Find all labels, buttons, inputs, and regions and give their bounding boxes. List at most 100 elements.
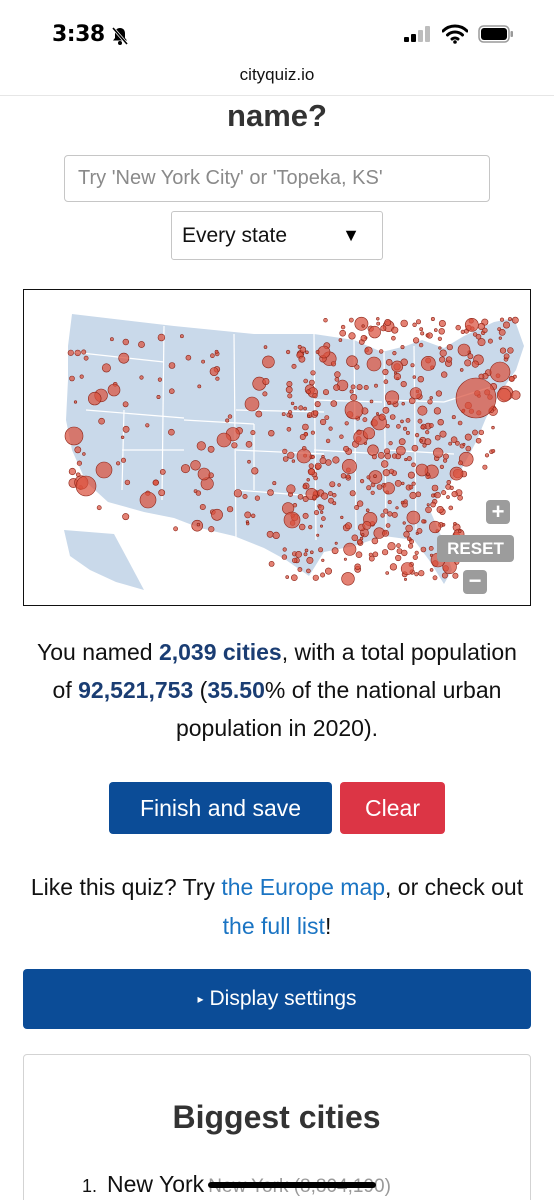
city-marker: [285, 386, 293, 394]
city-marker: [478, 429, 484, 436]
city-marker: [75, 475, 97, 497]
battery-icon: [478, 25, 513, 43]
city-marker: [69, 375, 75, 382]
map-reset-button[interactable]: RESET: [437, 535, 514, 562]
city-marker: [439, 430, 447, 438]
city-marker: [268, 560, 275, 567]
city-marker: [308, 525, 313, 530]
city-marker: [255, 410, 263, 418]
clear-button[interactable]: Clear: [340, 782, 445, 834]
city-marker: [439, 464, 445, 469]
expand-triangle-icon: ▸: [197, 992, 204, 1006]
city-marker: [286, 427, 292, 432]
city-marker: [287, 393, 293, 399]
city-marker: [503, 353, 510, 360]
city-marker: [107, 383, 121, 397]
city-marker: [409, 491, 417, 500]
city-marker: [366, 356, 382, 372]
city-marker: [334, 377, 340, 382]
city-marker: [401, 481, 405, 486]
full-list-link[interactable]: the full list: [222, 913, 325, 939]
city-marker: [437, 419, 444, 426]
city-marker: [496, 387, 512, 403]
city-marker: [441, 490, 447, 496]
city-marker: [333, 384, 340, 391]
city-marker: [332, 456, 340, 464]
city-marker: [438, 346, 442, 350]
city-marker: [152, 479, 159, 486]
city-marker: [293, 406, 298, 410]
europe-map-link[interactable]: the Europe map: [221, 874, 386, 900]
city-marker: [439, 356, 446, 363]
finish-and-save-button[interactable]: Finish and save: [109, 782, 332, 834]
zoom-out-button[interactable]: −: [463, 570, 487, 594]
city-marker: [388, 468, 395, 474]
city-marker: [313, 510, 319, 516]
city-marker: [373, 474, 377, 478]
city-marker: [338, 338, 343, 342]
city-marker: [169, 388, 175, 394]
city-marker: [412, 375, 416, 379]
city-marker: [209, 367, 219, 376]
city-marker: [357, 539, 363, 545]
city-marker: [431, 484, 439, 492]
display-settings-label: Display settings: [209, 987, 357, 1010]
city-marker: [382, 482, 395, 495]
city-marker: [124, 479, 131, 486]
city-marker: [304, 548, 309, 553]
city-marker: [156, 395, 161, 400]
city-marker: [355, 551, 363, 559]
city-marker: [377, 451, 385, 459]
us-city-map[interactable]: + RESET −: [23, 289, 531, 606]
display-settings-button[interactable]: ▸ Display settings: [23, 969, 531, 1029]
city-marker: [382, 368, 389, 376]
city-marker: [446, 480, 452, 485]
city-marker: [302, 484, 308, 490]
city-marker: [392, 350, 397, 356]
promo-suffix: !: [324, 913, 332, 939]
city-marker: [395, 554, 402, 562]
city-marker: [457, 420, 463, 426]
city-marker: [434, 491, 441, 499]
city-marker: [354, 563, 361, 570]
city-marker: [391, 511, 398, 518]
city-marker: [429, 520, 442, 534]
city-marker: [73, 400, 78, 404]
city-marker: [381, 460, 389, 468]
city-marker: [407, 471, 415, 479]
city-marker: [303, 552, 308, 557]
city-marker: [362, 417, 368, 423]
city-marker: [404, 457, 408, 462]
city-marker: [272, 481, 277, 486]
city-marker: [425, 506, 432, 514]
city-marker: [318, 504, 325, 511]
city-marker: [283, 511, 301, 529]
city-marker: [395, 506, 399, 510]
city-marker: [262, 355, 275, 369]
zoom-in-button[interactable]: +: [486, 500, 510, 524]
city-marker: [382, 469, 390, 477]
bell-slash-icon: [111, 27, 129, 45]
browser-url-bar[interactable]: cityquiz.io: [0, 62, 554, 96]
city-marker: [286, 484, 296, 494]
map-canvas: [64, 314, 524, 590]
city-marker: [290, 401, 295, 406]
city-marker: [507, 347, 514, 354]
state-filter-select[interactable]: Every state ▼: [171, 211, 383, 260]
city-marker: [443, 458, 448, 463]
city-marker: [310, 430, 316, 435]
city-marker: [329, 481, 336, 488]
city-marker: [74, 446, 82, 454]
city-marker: [376, 317, 380, 321]
city-marker: [405, 524, 413, 533]
url-text: cityquiz.io: [239, 65, 315, 84]
city-search-input[interactable]: [64, 155, 490, 202]
city-marker: [464, 433, 472, 441]
city-marker: [446, 356, 453, 363]
city-marker: [424, 438, 432, 446]
city-marker: [438, 328, 445, 335]
city-marker: [368, 555, 375, 562]
city-marker: [420, 546, 427, 553]
city-marker: [308, 463, 314, 469]
city-marker: [307, 414, 311, 419]
